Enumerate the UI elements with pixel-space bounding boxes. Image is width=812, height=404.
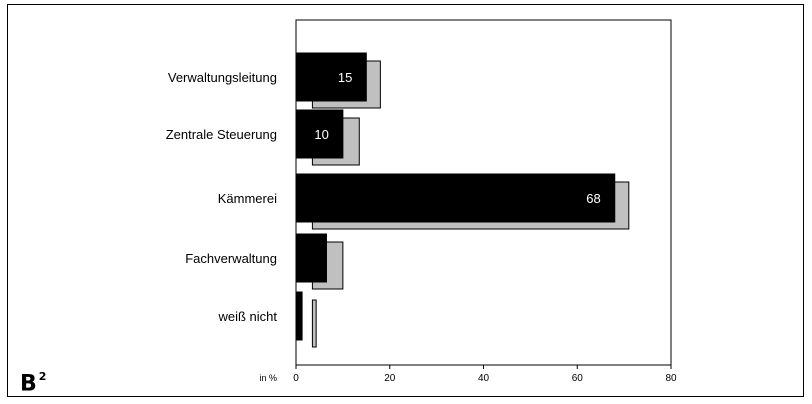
- x-axis-unit-label: in %: [259, 373, 277, 383]
- x-tick-label: 80: [665, 373, 677, 384]
- x-tick-label: 60: [572, 373, 584, 384]
- category-label: Fachverwaltung: [185, 251, 277, 266]
- panel-letter-main: B: [20, 371, 37, 397]
- data-label: 10: [314, 127, 328, 142]
- x-tick-label: 40: [478, 373, 490, 384]
- data-label: 15: [338, 70, 352, 85]
- chart-frame: [7, 4, 804, 397]
- bar-primary: [295, 233, 327, 283]
- category-label: weiß nicht: [217, 309, 277, 324]
- x-tick-label: 20: [384, 373, 396, 384]
- bar-primary: [295, 291, 303, 341]
- data-label: 68: [586, 191, 600, 206]
- bar-primary: [295, 52, 367, 102]
- category-label: Verwaltungsleitung: [168, 70, 277, 85]
- bar-secondary: [311, 299, 317, 348]
- category-label: Kämmerei: [218, 191, 277, 206]
- panel-letter-superscript: 2: [38, 370, 47, 383]
- bar-primary: [295, 173, 616, 223]
- bar-primary: [295, 109, 344, 159]
- x-tick-label: 0: [293, 373, 299, 384]
- category-label: Zentrale Steuerung: [166, 127, 277, 142]
